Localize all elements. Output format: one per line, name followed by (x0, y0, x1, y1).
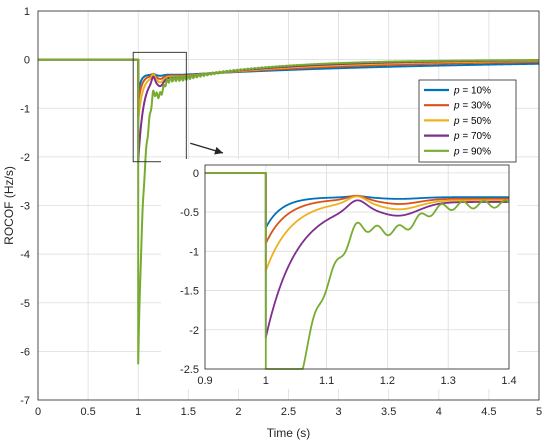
y-tick-label: -5 (20, 298, 30, 310)
inset-y-tick-label: -2.5 (180, 364, 199, 376)
legend-value: = 70% (460, 131, 492, 142)
legend-variable: p (453, 131, 460, 142)
inset-x-tick-label: 0.9 (197, 375, 212, 387)
inset-y-tick-label: -2 (189, 325, 199, 337)
y-tick-label: -3 (20, 201, 30, 213)
zoom-arrow-head (214, 146, 223, 155)
inset-y-tick-label: 0 (193, 168, 199, 180)
legend-entry-3: p = 50% (453, 116, 491, 127)
legend-value: = 90% (460, 146, 492, 157)
inset-series-line-5 (204, 171, 510, 370)
x-tick-label: 4 (436, 406, 442, 418)
x-tick-label: 2.5 (281, 406, 296, 418)
legend-entry-5: p = 90% (453, 146, 491, 157)
inset-background (161, 159, 517, 389)
y-tick-label: 0 (24, 55, 30, 67)
main-y-tick-labels: 1 0 -1 -2 -3 -4 -5 -6 -7 (20, 6, 30, 407)
x-tick-label: 3.5 (381, 406, 396, 418)
legend-value: = 50% (460, 116, 492, 127)
main-series-group (37, 58, 540, 365)
x-axis-label: Time (s) (267, 426, 311, 440)
inset-plot: 0.9 1 1.1 1.2 1.3 1.4 0 -0.5 -1 -1.5 -2 -2.5 (161, 159, 517, 389)
inset-x-tick-label: 1.3 (441, 375, 456, 387)
inset-y-tick-label: -1 (189, 246, 199, 258)
x-tick-label: 3 (336, 406, 342, 418)
x-tick-label: 5 (536, 406, 542, 418)
inset-x-tick-label: 1 (263, 375, 269, 387)
y-tick-label: -7 (20, 395, 30, 407)
legend-value: = 30% (460, 101, 492, 112)
series-line-5 (37, 58, 540, 365)
inset-y-tick-label: -0.5 (180, 207, 199, 219)
y-tick-label: -2 (20, 152, 30, 164)
y-tick-label: -1 (20, 103, 30, 115)
legend-entry-1: p = 10% (453, 86, 491, 97)
x-tick-label: 2 (235, 406, 241, 418)
legend-variable: p (453, 146, 460, 157)
main-x-tick-labels: 0 0.5 1 1.5 2 2.5 3 3.5 4 4.5 5 (35, 406, 542, 418)
x-tick-label: 4.5 (481, 406, 496, 418)
legend-variable: p (453, 86, 460, 97)
y-tick-label: 1 (24, 6, 30, 18)
legend-entry-4: p = 70% (453, 131, 491, 142)
inset-x-tick-label: 1.1 (319, 375, 334, 387)
x-tick-label: 0.5 (80, 406, 95, 418)
y-tick-label: -4 (20, 249, 30, 261)
x-tick-label: 0 (35, 406, 41, 418)
x-tick-label: 1.5 (181, 406, 196, 418)
legend-variable: p (453, 101, 460, 112)
inset-x-tick-labels: 0.9 1 1.1 1.2 1.3 1.4 (197, 375, 516, 387)
inset-y-tick-labels: 0 -0.5 -1 -1.5 -2 -2.5 (180, 168, 199, 376)
inset-x-tick-label: 1.2 (380, 375, 395, 387)
main-plot-frame (37, 10, 540, 401)
legend: p = 10%p = 30%p = 50%p = 70%p = 90% (418, 79, 517, 163)
zoom-region-box (132, 51, 187, 163)
y-axis-label: ROCOF (Hz/s) (2, 166, 16, 245)
x-tick-label: 1 (135, 406, 141, 418)
inset-plot-frame (204, 164, 510, 370)
zoom-arrow (190, 142, 224, 155)
legend-variable: p (453, 116, 460, 127)
y-tick-label: -6 (20, 346, 30, 358)
inset-series-group (204, 171, 510, 370)
inset-y-tick-label: -1.5 (180, 286, 199, 298)
inset-x-tick-label: 1.4 (501, 375, 516, 387)
legend-value: = 10% (460, 86, 492, 97)
legend-entry-2: p = 30% (453, 101, 491, 112)
